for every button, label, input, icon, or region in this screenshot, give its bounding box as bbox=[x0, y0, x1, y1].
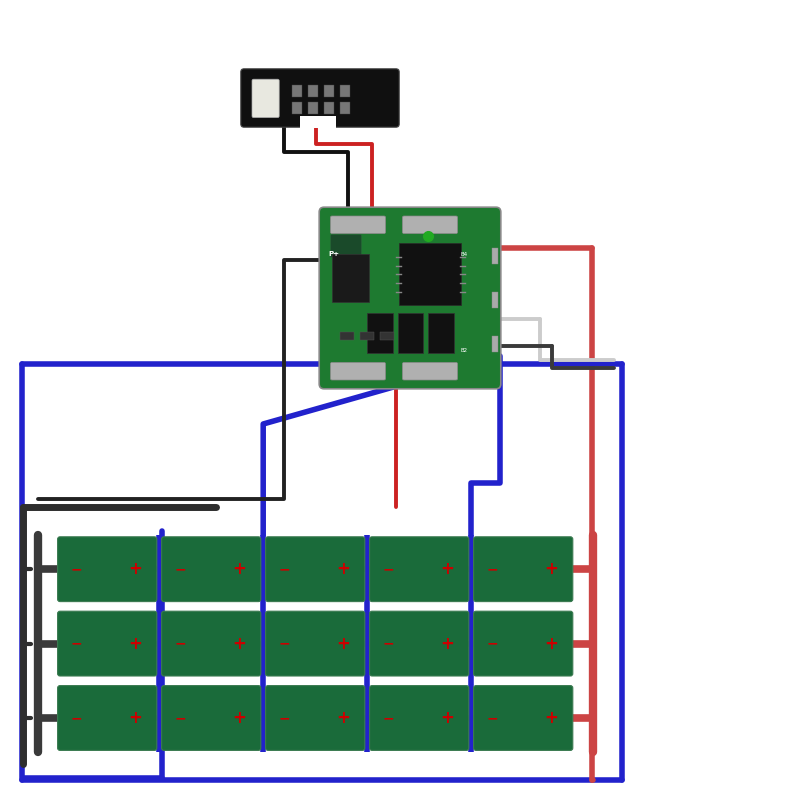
Text: +: + bbox=[129, 634, 142, 653]
Text: −: − bbox=[486, 562, 498, 576]
Bar bbox=[360, 332, 374, 340]
Bar bbox=[340, 332, 354, 340]
FancyBboxPatch shape bbox=[162, 611, 261, 676]
Text: +: + bbox=[233, 634, 246, 653]
Text: −: − bbox=[70, 562, 82, 576]
Bar bbox=[292, 85, 302, 97]
Text: −: − bbox=[70, 711, 82, 725]
Text: +: + bbox=[233, 709, 246, 727]
Text: −: − bbox=[174, 637, 186, 650]
Bar bbox=[324, 85, 334, 97]
FancyBboxPatch shape bbox=[474, 537, 573, 602]
Text: +: + bbox=[337, 560, 350, 578]
Text: −: − bbox=[486, 637, 498, 650]
Bar bbox=[492, 248, 498, 264]
Text: +: + bbox=[441, 560, 454, 578]
FancyBboxPatch shape bbox=[370, 611, 469, 676]
FancyBboxPatch shape bbox=[241, 69, 399, 127]
Bar bbox=[340, 102, 350, 114]
Text: −: − bbox=[486, 711, 498, 725]
FancyBboxPatch shape bbox=[370, 537, 469, 602]
Text: B4: B4 bbox=[460, 252, 467, 257]
Bar bbox=[380, 332, 394, 340]
FancyBboxPatch shape bbox=[402, 362, 458, 380]
FancyBboxPatch shape bbox=[330, 362, 386, 380]
Text: −: − bbox=[174, 711, 186, 725]
Bar bbox=[492, 292, 498, 308]
Text: +: + bbox=[337, 634, 350, 653]
Text: +: + bbox=[441, 709, 454, 727]
FancyBboxPatch shape bbox=[367, 313, 393, 353]
Text: +: + bbox=[233, 560, 246, 578]
FancyBboxPatch shape bbox=[58, 611, 157, 676]
FancyBboxPatch shape bbox=[319, 207, 501, 389]
FancyBboxPatch shape bbox=[474, 686, 573, 750]
Text: P+: P+ bbox=[328, 251, 339, 257]
Text: +: + bbox=[441, 634, 454, 653]
Text: +: + bbox=[545, 560, 558, 578]
Text: B2: B2 bbox=[460, 348, 467, 353]
FancyBboxPatch shape bbox=[330, 234, 362, 258]
Bar bbox=[492, 336, 498, 352]
FancyBboxPatch shape bbox=[266, 537, 365, 602]
Text: +: + bbox=[129, 560, 142, 578]
FancyBboxPatch shape bbox=[252, 79, 279, 118]
Text: −: − bbox=[174, 562, 186, 576]
Text: −: − bbox=[278, 562, 290, 576]
Text: −: − bbox=[382, 711, 394, 725]
FancyBboxPatch shape bbox=[370, 686, 469, 750]
FancyBboxPatch shape bbox=[332, 254, 369, 302]
Text: −: − bbox=[382, 637, 394, 650]
Text: −: − bbox=[382, 562, 394, 576]
Bar bbox=[324, 102, 334, 114]
Text: +: + bbox=[337, 709, 350, 727]
Bar bbox=[308, 85, 318, 97]
FancyBboxPatch shape bbox=[266, 611, 365, 676]
FancyBboxPatch shape bbox=[266, 686, 365, 750]
FancyBboxPatch shape bbox=[428, 313, 454, 353]
Bar bbox=[300, 116, 336, 128]
Bar bbox=[340, 85, 350, 97]
Text: −: − bbox=[278, 711, 290, 725]
FancyBboxPatch shape bbox=[402, 216, 458, 234]
FancyBboxPatch shape bbox=[399, 243, 461, 305]
Text: −: − bbox=[70, 637, 82, 650]
Text: +: + bbox=[545, 634, 558, 653]
FancyBboxPatch shape bbox=[58, 686, 157, 750]
Text: +: + bbox=[545, 709, 558, 727]
Bar bbox=[308, 102, 318, 114]
Text: −: − bbox=[278, 637, 290, 650]
FancyBboxPatch shape bbox=[162, 686, 261, 750]
FancyBboxPatch shape bbox=[474, 611, 573, 676]
FancyBboxPatch shape bbox=[58, 537, 157, 602]
FancyBboxPatch shape bbox=[398, 313, 423, 353]
Bar bbox=[292, 102, 302, 114]
Text: +: + bbox=[129, 709, 142, 727]
FancyBboxPatch shape bbox=[330, 216, 386, 234]
FancyBboxPatch shape bbox=[162, 537, 261, 602]
